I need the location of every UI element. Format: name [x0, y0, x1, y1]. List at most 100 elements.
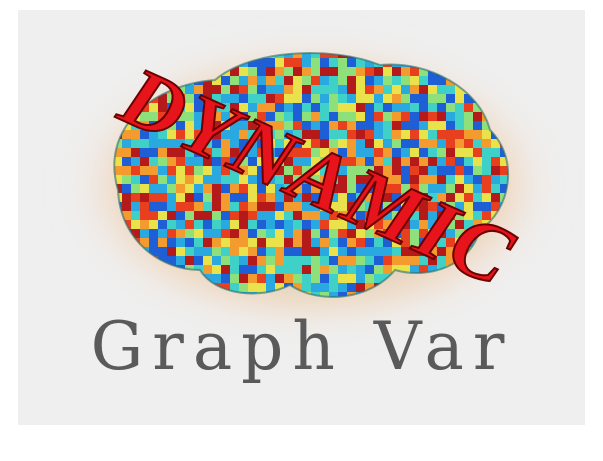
heat-cell	[419, 85, 428, 94]
heat-cell	[176, 211, 185, 220]
heat-cell	[473, 157, 482, 166]
heat-cell	[320, 85, 329, 94]
heat-cell	[320, 58, 329, 67]
heat-cell	[455, 112, 464, 121]
heat-cell	[455, 94, 464, 103]
heat-cell	[446, 148, 455, 157]
heat-cell	[203, 256, 212, 265]
heat-cell	[383, 112, 392, 121]
heat-cell	[230, 193, 239, 202]
heat-cell	[365, 76, 374, 85]
heat-cell	[419, 130, 428, 139]
heat-cell	[248, 211, 257, 220]
heat-cell	[239, 211, 248, 220]
heat-cell	[212, 238, 221, 247]
heat-cell	[311, 229, 320, 238]
heat-cell	[239, 256, 248, 265]
heat-cell	[212, 247, 221, 256]
heat-cell	[437, 94, 446, 103]
heat-cell	[248, 238, 257, 247]
logo-title: Graph Var	[91, 308, 514, 385]
heat-cell	[401, 139, 410, 148]
heat-cell	[311, 112, 320, 121]
heat-cell	[131, 202, 140, 211]
heat-cell	[329, 256, 338, 265]
heat-cell	[347, 94, 356, 103]
heat-cell	[284, 103, 293, 112]
heat-cell	[374, 103, 383, 112]
heat-cell	[401, 103, 410, 112]
heat-cell	[383, 67, 392, 76]
heat-cell	[167, 166, 176, 175]
heat-cell	[347, 130, 356, 139]
heat-cell	[365, 112, 374, 121]
heat-cell	[131, 157, 140, 166]
heat-cell	[320, 238, 329, 247]
heat-cell	[356, 112, 365, 121]
heat-cell	[239, 202, 248, 211]
heat-cell	[437, 166, 446, 175]
heat-cell	[275, 58, 284, 67]
heat-cell	[293, 220, 302, 229]
heat-cell	[356, 121, 365, 130]
heat-cell	[176, 220, 185, 229]
heat-cell	[293, 247, 302, 256]
heat-cell	[383, 76, 392, 85]
heat-cell	[239, 220, 248, 229]
heat-cell	[140, 157, 149, 166]
heat-cell	[329, 67, 338, 76]
heat-cell	[176, 193, 185, 202]
heat-cell	[239, 76, 248, 85]
heat-cell	[392, 139, 401, 148]
heat-cell	[464, 175, 473, 184]
heat-cell	[185, 256, 194, 265]
heat-cell	[347, 265, 356, 274]
heat-cell	[131, 166, 140, 175]
heat-cell	[374, 112, 383, 121]
heat-cell	[122, 175, 131, 184]
heat-cell	[158, 238, 167, 247]
heat-cell	[140, 202, 149, 211]
heat-cell	[338, 265, 347, 274]
heat-cell	[167, 202, 176, 211]
heat-cell	[140, 229, 149, 238]
heat-cell	[338, 85, 347, 94]
heat-cell	[275, 265, 284, 274]
heat-cell	[131, 193, 140, 202]
heat-cell	[203, 238, 212, 247]
heat-cell	[329, 274, 338, 283]
heat-cell	[212, 193, 221, 202]
heat-cell	[347, 121, 356, 130]
heat-cell	[347, 247, 356, 256]
heat-cell	[302, 247, 311, 256]
heat-cell	[221, 220, 230, 229]
heat-cell	[356, 283, 365, 292]
heat-cell	[257, 67, 266, 76]
heat-cell	[491, 166, 500, 175]
heat-cell	[176, 247, 185, 256]
heat-cell	[356, 94, 365, 103]
heat-cell	[302, 229, 311, 238]
heat-cell	[239, 238, 248, 247]
heat-cell	[311, 76, 320, 85]
heat-cell	[266, 265, 275, 274]
heat-cell	[392, 94, 401, 103]
heat-cell	[365, 274, 374, 283]
heat-cell	[455, 139, 464, 148]
heat-cell	[194, 229, 203, 238]
heat-cell	[275, 274, 284, 283]
heat-cell	[428, 130, 437, 139]
heat-cell	[257, 256, 266, 265]
heat-cell	[446, 157, 455, 166]
heat-cell	[374, 265, 383, 274]
heat-cell	[401, 94, 410, 103]
heat-cell	[122, 148, 131, 157]
heat-cell	[239, 247, 248, 256]
heat-cell	[347, 58, 356, 67]
heat-cell	[437, 148, 446, 157]
heat-cell	[284, 85, 293, 94]
heat-cell	[491, 157, 500, 166]
heat-cell	[428, 148, 437, 157]
heat-cell	[365, 265, 374, 274]
heat-cell	[329, 58, 338, 67]
